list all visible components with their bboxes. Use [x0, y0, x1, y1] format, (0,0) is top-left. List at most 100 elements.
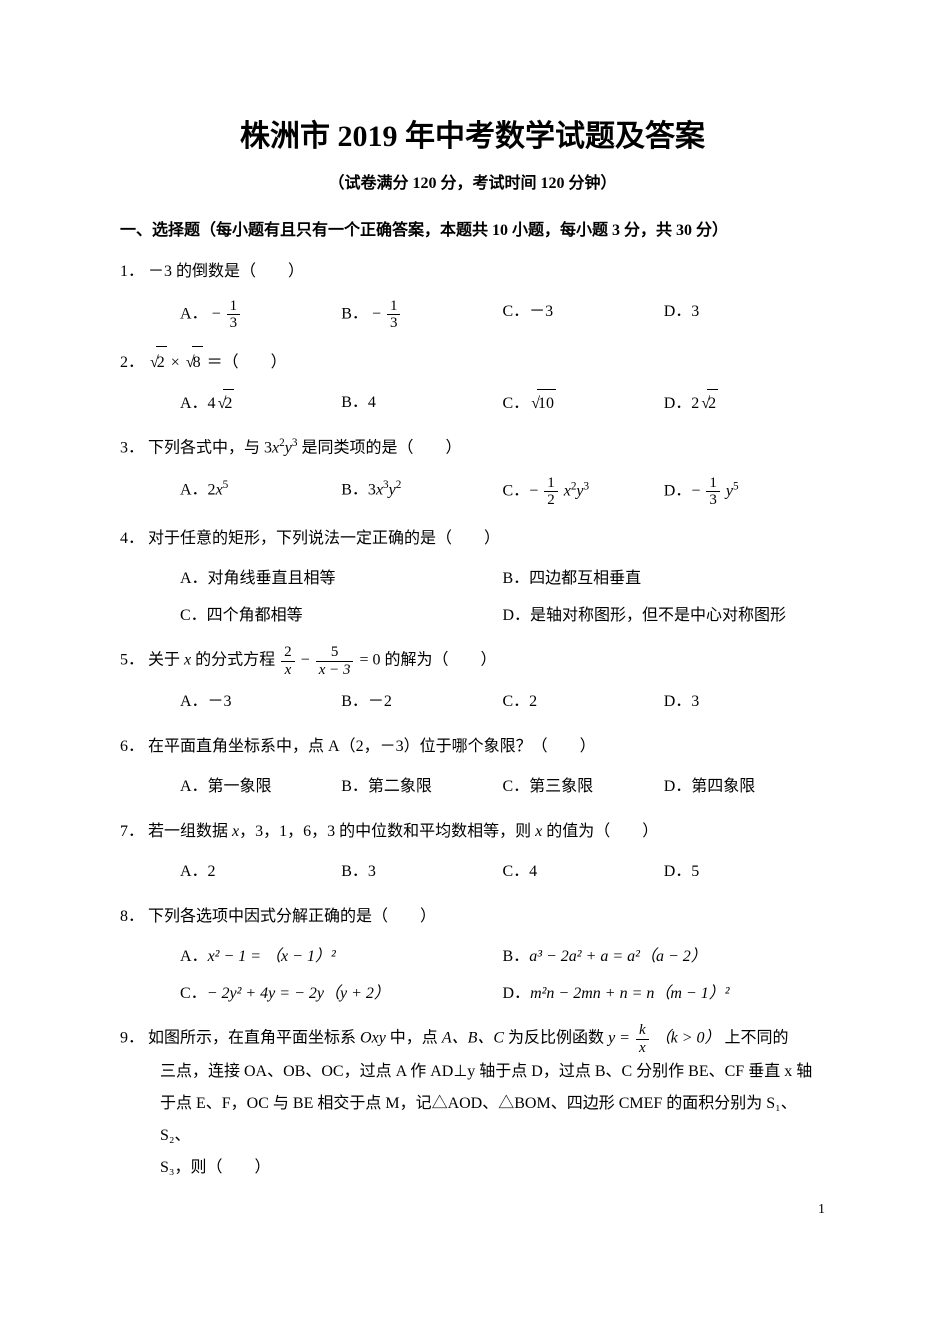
- option-c: C．4: [503, 854, 664, 891]
- var: x: [216, 481, 223, 498]
- sqrt: 2: [699, 389, 718, 419]
- q-stem-c: 的解为（ ）: [385, 652, 497, 669]
- q-stem: 下列各选项中因式分解正确的是（ ）: [148, 908, 436, 925]
- question-6: 6． 在平面直角坐标系中，点 A（2，－3）位于哪个象限？（ ） A．第一象限 …: [120, 731, 825, 806]
- option-label: A．: [180, 305, 208, 322]
- sqrt: 2: [216, 389, 235, 419]
- var: A、B、C: [442, 1030, 504, 1047]
- option-a: A． − 1 3: [180, 294, 341, 336]
- q-number: 3．: [120, 440, 144, 457]
- q-line2: 三点，连接 OA、OB、OC，过点 A 作 AD⊥y 轴于点 D，过点 B、C …: [160, 1056, 825, 1088]
- fraction: 2x: [281, 644, 295, 678]
- equals-zero: = 0: [359, 652, 380, 669]
- q-line4: S₃，则（ ）: [160, 1152, 825, 1184]
- q-stem: 在平面直角坐标系中，点 A（2，－3）位于哪个象限？（ ）: [148, 738, 596, 755]
- sqrt: 2: [148, 346, 167, 379]
- q-stem: 对于任意的矩形，下列说法一定正确的是（ ）: [148, 530, 500, 547]
- q-tail: ＝（ ）: [207, 354, 287, 371]
- numerator: 1: [706, 475, 720, 493]
- option-c: C．− 12 x2y3: [503, 471, 664, 513]
- neg-sign: −: [372, 305, 381, 322]
- q-stem: －3 的倒数是（ ）: [148, 263, 304, 280]
- question-7: 7． 若一组数据 x，3，1，6，3 的中位数和平均数相等，则 x 的值为（ ）…: [120, 816, 825, 891]
- radicand: 2: [223, 389, 234, 419]
- q-stem-a: 关于: [148, 652, 184, 669]
- expr: − 2y² + 4y = − 2y（y + 2）: [207, 985, 390, 1002]
- radicand: 2: [156, 346, 167, 379]
- fraction: 1 3: [387, 298, 401, 332]
- q-number: 2．: [120, 354, 144, 371]
- var: y: [389, 481, 396, 498]
- option-d: D．5: [664, 854, 825, 891]
- option-label: D．: [664, 482, 692, 499]
- radicand: 8: [192, 346, 203, 379]
- option-b: B．4: [341, 385, 502, 423]
- option-d: D．3: [664, 294, 825, 336]
- option-label: B．: [341, 305, 368, 322]
- q-number: 7．: [120, 823, 144, 840]
- sqrt: 10: [529, 389, 556, 419]
- option-b: B．－2: [341, 684, 502, 721]
- var: Oxy: [360, 1030, 386, 1047]
- fraction: 13: [706, 475, 720, 509]
- option-b: B．3: [341, 854, 502, 891]
- times-sign: ×: [171, 354, 180, 371]
- question-5: 5． 关于 x 的分式方程 2x − 5x − 3 = 0 的解为（ ） A．－…: [120, 644, 825, 721]
- option-a: A．x² − 1 = （x − 1）²: [180, 939, 503, 976]
- q-stem-b: 的分式方程: [191, 652, 275, 669]
- expr: x² − 1 = （x − 1）²: [208, 948, 336, 965]
- option-label: A．: [180, 948, 208, 965]
- option-label: C．: [503, 482, 530, 499]
- document-page: 株洲市 2019 年中考数学试题及答案 （试卷满分 120 分，考试时间 120…: [0, 0, 945, 1248]
- denominator: 2: [544, 492, 558, 509]
- numerator: 1: [544, 475, 558, 493]
- option-c: C．－3: [503, 294, 664, 336]
- option-d: D．是轴对称图形，但不是中心对称图形: [503, 598, 826, 635]
- section-header: 一、选择题（每小题有且只有一个正确答案，本题共 10 小题，每小题 3 分，共 …: [120, 217, 825, 246]
- q-stem-b: 中，点: [386, 1030, 442, 1047]
- neg-sign: −: [529, 482, 538, 499]
- option-a: A．对角线垂直且相等: [180, 561, 503, 598]
- q-stem-a: 如图所示，在直角平面坐标系: [148, 1030, 360, 1047]
- question-3: 3． 下列各式中，与 3x2y3 是同类项的是（ ） A．2x5 B．3x3y2…: [120, 432, 825, 512]
- q-stem-c: 的值为（ ）: [542, 823, 658, 840]
- numerator: 1: [387, 298, 401, 316]
- question-8: 8． 下列各选项中因式分解正确的是（ ） A．x² − 1 = （x − 1）²…: [120, 901, 825, 1013]
- denominator: x: [636, 1040, 649, 1057]
- q-stem-a: 若一组数据: [148, 823, 232, 840]
- option-c: C．10: [503, 385, 664, 423]
- option-a: A．2: [180, 854, 341, 891]
- option-label: D．: [503, 985, 531, 1002]
- q-number: 6．: [120, 738, 144, 755]
- neg-sign: −: [691, 482, 700, 499]
- numerator: k: [636, 1022, 649, 1040]
- option-b: B．四边都互相垂直: [503, 561, 826, 598]
- q-number: 5．: [120, 652, 144, 669]
- option-b: B．3x3y2: [341, 471, 502, 513]
- expr: m²n − 2mn + n = n（m − 1）²: [530, 985, 729, 1002]
- option-label: C．: [180, 985, 207, 1002]
- minus-sign: −: [301, 652, 310, 669]
- var: y: [576, 482, 583, 499]
- var-y: y: [285, 440, 292, 457]
- q-number: 9．: [120, 1030, 144, 1047]
- denominator: 3: [706, 492, 720, 509]
- option-a: A．42: [180, 385, 341, 423]
- option-c: C．第三象限: [503, 769, 664, 806]
- fraction: kx: [636, 1022, 649, 1056]
- denominator: 3: [227, 315, 241, 332]
- option-c: C．2: [503, 684, 664, 721]
- radicand: 10: [537, 389, 556, 419]
- exp: 3: [584, 480, 590, 492]
- option-b: B．第二象限: [341, 769, 502, 806]
- cond: （k > 0）: [655, 1030, 721, 1047]
- denominator: x − 3: [316, 662, 354, 679]
- fraction: 5x − 3: [316, 644, 354, 678]
- var: x: [564, 482, 571, 499]
- q-stem-b: 是同类项的是（ ）: [301, 440, 461, 457]
- exp: 5: [223, 479, 229, 491]
- q-number: 1．: [120, 263, 144, 280]
- option-label: B．: [503, 948, 530, 965]
- denominator: 3: [387, 315, 401, 332]
- exp: 2: [396, 479, 402, 491]
